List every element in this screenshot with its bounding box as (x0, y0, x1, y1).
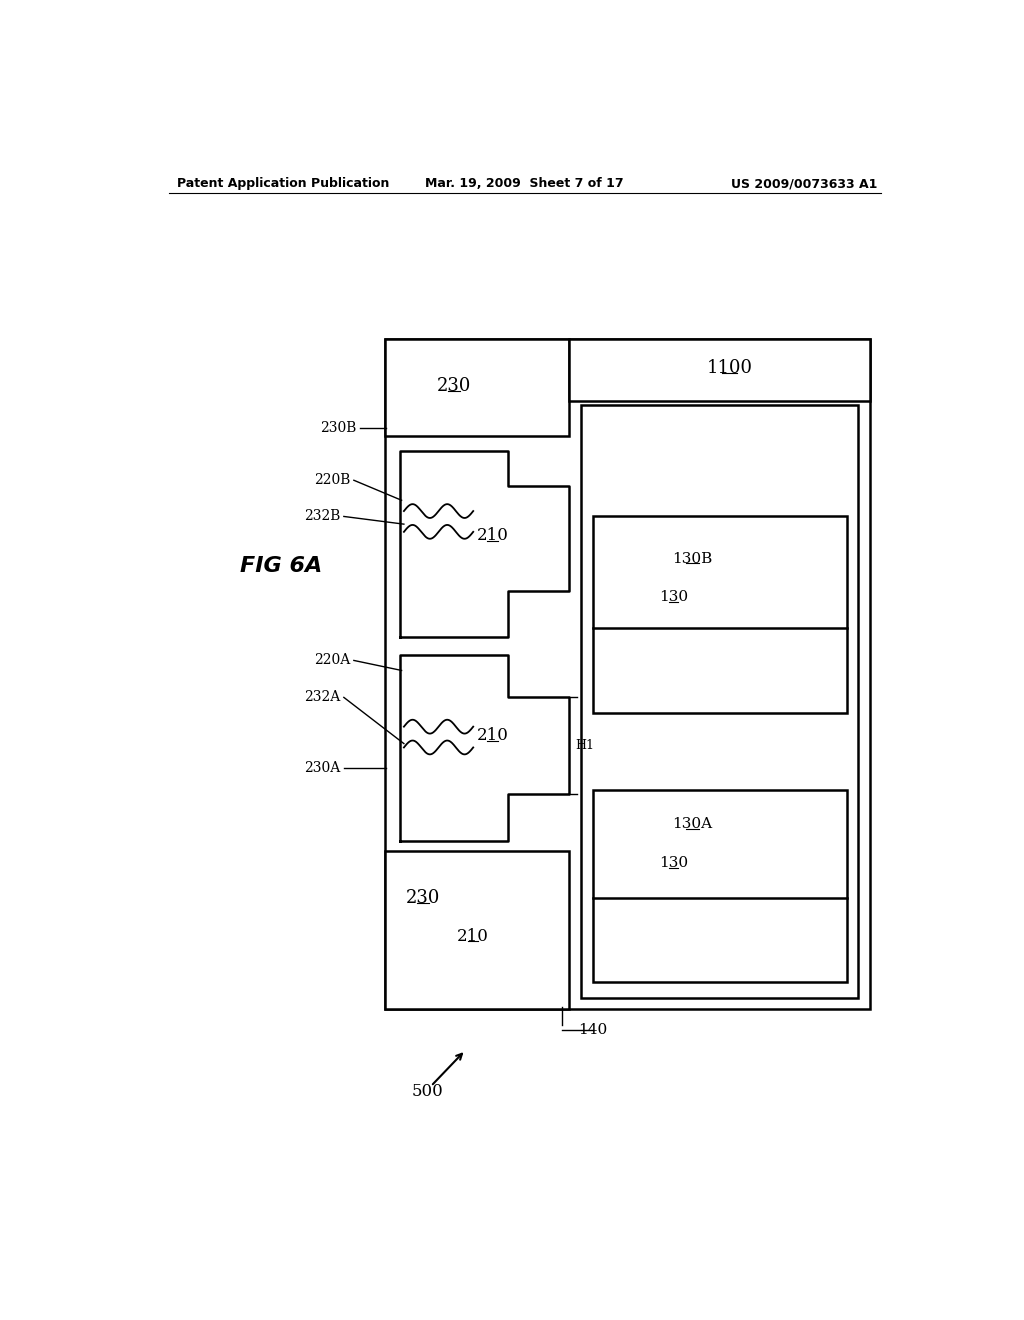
Text: 230B: 230B (319, 421, 356, 434)
Text: 500: 500 (411, 1084, 443, 1100)
Text: 1100: 1100 (707, 359, 753, 376)
Text: US 2009/0073633 A1: US 2009/0073633 A1 (731, 177, 878, 190)
Text: 130A: 130A (673, 817, 713, 832)
Bar (385, 339, 569, 436)
Text: FIG 6A: FIG 6A (240, 557, 322, 577)
Text: 230: 230 (406, 888, 440, 907)
Text: 210: 210 (476, 727, 508, 744)
Bar (385, 339, 869, 1010)
Bar (581, 405, 858, 998)
Bar (569, 339, 869, 401)
Text: 232A: 232A (304, 690, 340, 705)
Text: 130: 130 (658, 855, 688, 870)
Text: 220B: 220B (313, 474, 350, 487)
Text: 210: 210 (458, 928, 489, 945)
Text: 220A: 220A (313, 653, 350, 668)
Text: 140: 140 (578, 1023, 607, 1038)
Text: 130: 130 (658, 590, 688, 605)
Bar (593, 516, 847, 713)
Text: 230A: 230A (304, 762, 340, 775)
Text: H1: H1 (575, 739, 595, 752)
Bar (593, 789, 847, 982)
Text: Patent Application Publication: Patent Application Publication (177, 177, 389, 190)
Text: Mar. 19, 2009  Sheet 7 of 17: Mar. 19, 2009 Sheet 7 of 17 (426, 177, 624, 190)
Text: 232B: 232B (304, 510, 340, 524)
Text: 210: 210 (476, 527, 508, 544)
Bar (385, 851, 569, 1010)
Text: 130B: 130B (673, 552, 713, 566)
Text: 230: 230 (437, 376, 471, 395)
